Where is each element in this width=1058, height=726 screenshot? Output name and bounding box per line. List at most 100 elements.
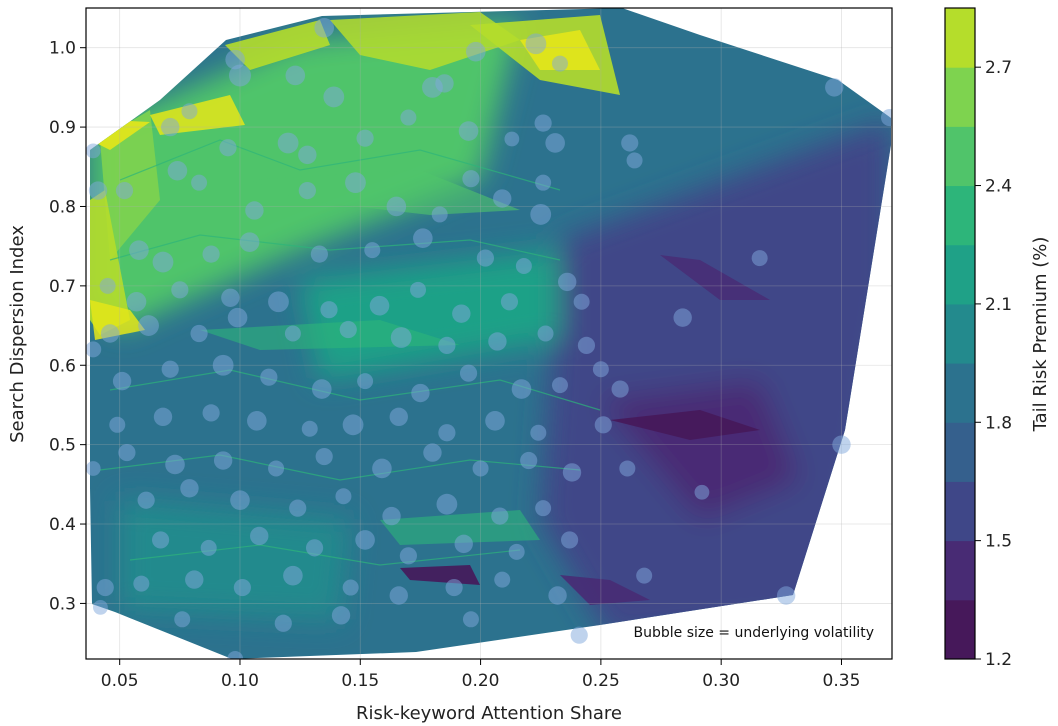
colorbar-band <box>945 185 975 246</box>
bubble-point <box>494 571 511 588</box>
bubble-point <box>112 371 132 391</box>
colorbar-band <box>945 303 975 364</box>
bubble-point <box>301 420 318 437</box>
bubble-point <box>436 493 458 515</box>
bubble-point <box>86 341 102 358</box>
bubble-point <box>181 103 198 120</box>
bubble-point <box>191 174 208 191</box>
bubble-point <box>535 500 552 517</box>
colorbar-band <box>945 540 975 601</box>
bubble-point <box>570 626 588 644</box>
bubble-point <box>227 651 244 659</box>
bubble-point <box>435 74 454 93</box>
x-tick-label: 0.20 <box>462 671 500 691</box>
bubble-point <box>382 506 401 526</box>
bubble-point <box>200 539 217 556</box>
bubble-point <box>462 611 479 628</box>
bubble-point <box>331 606 351 625</box>
bubble-point <box>268 460 285 477</box>
x-tick-label: 0.30 <box>702 671 740 691</box>
bubble-point <box>557 272 577 292</box>
bubble-point <box>458 121 479 141</box>
bubble-point <box>530 424 547 441</box>
bubble-point <box>410 281 427 298</box>
bubble-point <box>530 204 552 225</box>
bubble-point <box>694 484 710 500</box>
bubble-point <box>399 547 417 565</box>
colorbar-band <box>945 599 975 660</box>
bubble-point <box>356 129 374 147</box>
bubble-point <box>314 18 334 38</box>
bubble-point <box>167 160 188 181</box>
bubble-point <box>776 586 796 605</box>
bubble-point <box>438 424 456 442</box>
bubble-point <box>545 133 565 153</box>
bubble-point <box>165 454 185 475</box>
bubble-point <box>511 379 532 399</box>
colorbar-tick-label: 2.4 <box>985 177 1012 197</box>
bubble-point <box>180 479 199 498</box>
x-tick-label: 0.05 <box>101 671 139 691</box>
bubble-point <box>520 451 538 470</box>
bubble-point <box>369 295 390 316</box>
bubbles <box>86 18 892 659</box>
bubble-point <box>315 447 333 466</box>
y-tick-label: 0.6 <box>49 356 76 376</box>
bubble-point <box>345 172 366 194</box>
colorbar-tick-label: 1.2 <box>985 650 1012 670</box>
bubble-point <box>260 368 278 386</box>
y-tick-label: 0.9 <box>49 118 76 138</box>
bubble-point <box>250 526 269 546</box>
colorbar-band <box>945 244 975 305</box>
bubble-point <box>562 463 582 482</box>
bubble-point <box>274 614 292 632</box>
bubble-point <box>298 181 316 200</box>
bubble-point <box>525 33 547 55</box>
bubble-point <box>355 530 375 550</box>
bubble-point <box>621 134 639 152</box>
annotation-text: Bubble size = underlying volatility <box>633 625 874 641</box>
bubble-point <box>99 277 116 294</box>
bubble-point <box>431 206 448 223</box>
bubble-point <box>320 301 338 319</box>
bubble-point <box>619 460 636 477</box>
bubble-point <box>413 228 433 249</box>
bubble-point <box>190 324 208 343</box>
bubble-point <box>673 308 692 327</box>
bubble-point <box>491 507 509 525</box>
bubble-point <box>118 443 136 462</box>
y-tick-label: 0.8 <box>49 197 76 217</box>
bubble-point <box>465 41 486 62</box>
colorbar-tick-label: 2.1 <box>985 295 1012 315</box>
bubble-point <box>880 108 892 127</box>
bubble-point <box>462 170 480 188</box>
bubble-point <box>323 86 345 108</box>
bubble-point <box>573 293 590 310</box>
bubble-point <box>335 488 352 505</box>
bubble-point <box>100 324 120 343</box>
bubble-point <box>339 320 357 339</box>
bubble-point <box>390 327 412 348</box>
bubble-point <box>213 451 233 470</box>
bubble-point <box>548 586 567 605</box>
bubble-point <box>185 570 204 589</box>
bubble-point <box>357 373 374 390</box>
bubble-point <box>153 407 173 427</box>
bubble-point <box>372 458 392 479</box>
colorbar-band <box>945 363 975 423</box>
bubble-point <box>221 288 240 307</box>
bubble-point <box>551 55 568 72</box>
bubble-point <box>445 578 463 597</box>
bubble-point <box>485 411 505 431</box>
x-axis-label: Risk-keyword Attention Share <box>356 703 622 724</box>
bubble-point <box>227 307 248 328</box>
bubble-point <box>493 189 512 208</box>
x-tick-label: 0.10 <box>221 671 259 691</box>
bubble-point <box>476 249 494 267</box>
bubble-point <box>137 491 155 509</box>
colorbar-band <box>945 126 975 187</box>
bubble-point <box>298 145 317 165</box>
bubble-point <box>126 291 147 312</box>
bubble-point <box>88 181 108 200</box>
